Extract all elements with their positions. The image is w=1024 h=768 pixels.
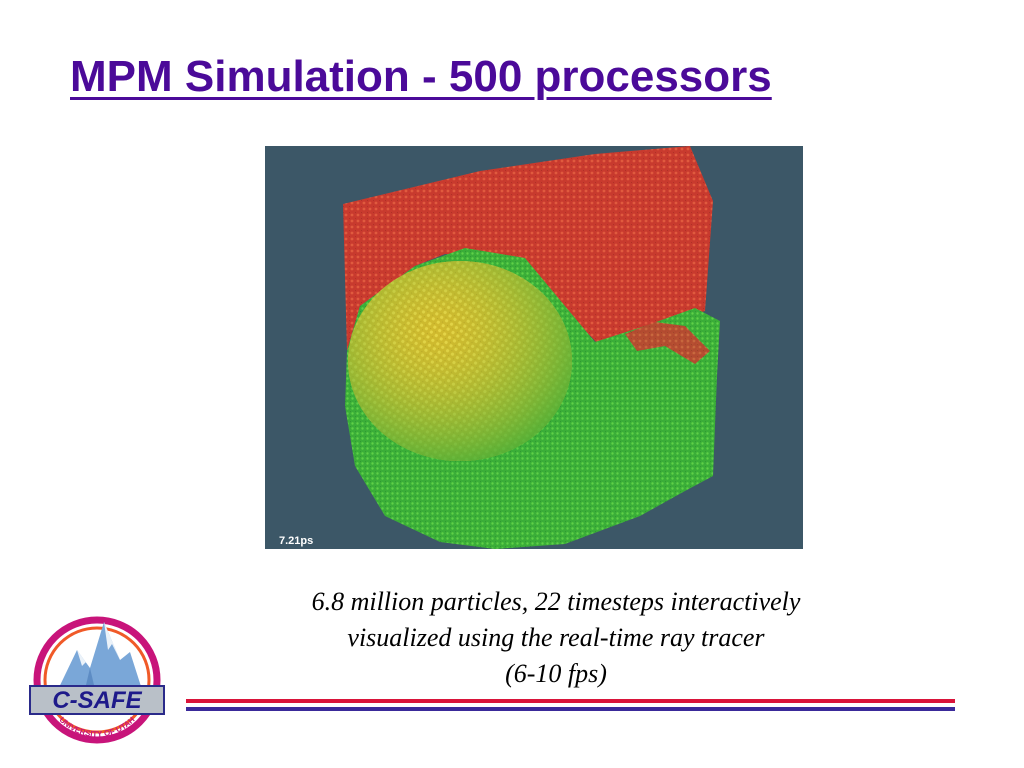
caption-line-2: visualized using the real-time ray trace…	[347, 623, 765, 652]
slide-title: MPM Simulation - 500 processors	[70, 52, 772, 101]
logo-wordmark: C-SAFE	[52, 687, 142, 714]
decorative-rule	[186, 699, 955, 711]
red-particle-region	[343, 146, 713, 351]
caption-line-3: (6-10 fps)	[505, 659, 607, 688]
simulation-image: 7.21ps	[265, 146, 803, 549]
c-safe-logo: C-SAFE UNIVERSITY OF UTAH	[29, 616, 165, 744]
time-label: 7.21ps	[279, 535, 313, 547]
slide-caption: 6.8 million particles, 22 timesteps inte…	[206, 584, 906, 692]
caption-line-1: 6.8 million particles, 22 timesteps inte…	[311, 587, 801, 616]
